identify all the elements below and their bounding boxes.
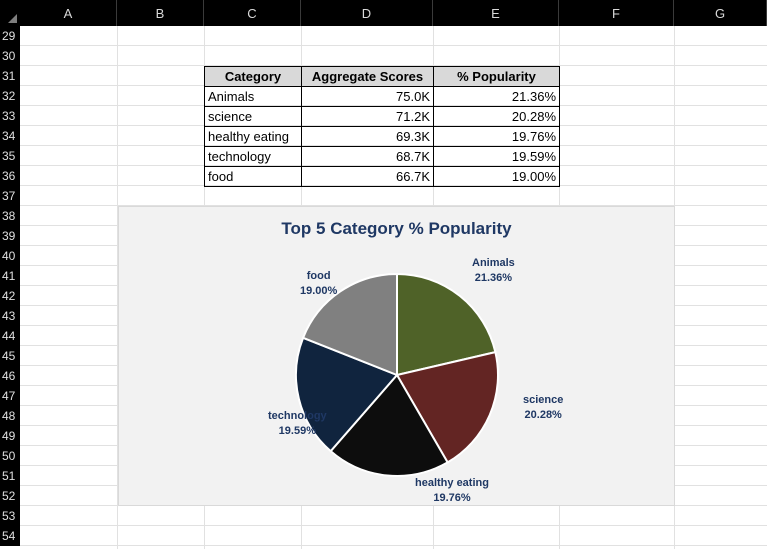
data-label-value: 20.28%: [524, 409, 562, 421]
header-category[interactable]: Category: [204, 66, 302, 87]
row-header-54[interactable]: 54: [0, 526, 20, 546]
data-label: healthy eating 19.76%: [415, 476, 489, 506]
row-gridline: [20, 125, 767, 126]
column-header-c[interactable]: C: [204, 0, 301, 26]
cell-score[interactable]: 75.0K: [301, 86, 434, 107]
row-header-53[interactable]: 53: [0, 506, 20, 526]
row-header-35[interactable]: 35: [0, 146, 20, 166]
row-header-33[interactable]: 33: [0, 106, 20, 126]
row-header-32[interactable]: 32: [0, 86, 20, 106]
cell-popularity[interactable]: 20.28%: [433, 106, 560, 127]
row-header-41[interactable]: 41: [0, 266, 20, 286]
header-aggregate-scores[interactable]: Aggregate Scores: [301, 66, 434, 87]
header-popularity[interactable]: % Popularity: [433, 66, 560, 87]
row-header-45[interactable]: 45: [0, 346, 20, 366]
pie-slice-food[interactable]: [301, 272, 398, 377]
row-header-40[interactable]: 40: [0, 246, 20, 266]
row-gridline: [20, 45, 767, 46]
pie-slice-animals[interactable]: [396, 272, 497, 377]
cell-category[interactable]: food: [204, 166, 302, 187]
row-header-48[interactable]: 48: [0, 406, 20, 426]
data-label-category: healthy eating: [415, 477, 489, 489]
cell-category[interactable]: Animals: [204, 86, 302, 107]
column-header-e[interactable]: E: [433, 0, 559, 26]
select-all-triangle-icon: [8, 14, 17, 23]
cell-score[interactable]: 69.3K: [301, 126, 434, 147]
column-header-b[interactable]: B: [117, 0, 204, 26]
cell-popularity[interactable]: 21.36%: [433, 86, 560, 107]
data-label-category: Animals: [472, 257, 515, 269]
data-label: technology 19.59%: [268, 409, 327, 439]
row-gridline: [20, 165, 767, 166]
data-label-value: 19.00%: [300, 285, 338, 297]
row-header-31[interactable]: 31: [0, 66, 20, 86]
data-label: food 19.00%: [300, 269, 337, 299]
cell-popularity[interactable]: 19.00%: [433, 166, 560, 187]
column-gridline: [117, 26, 118, 549]
pie-chart[interactable]: Top 5 Category % Popularity Animals 21.36…: [118, 206, 675, 506]
row-header-39[interactable]: 39: [0, 226, 20, 246]
row-header-51[interactable]: 51: [0, 466, 20, 486]
cell-category[interactable]: healthy eating: [204, 126, 302, 147]
column-header-d[interactable]: D: [301, 0, 433, 26]
cell-score[interactable]: 66.7K: [301, 166, 434, 187]
row-header-36[interactable]: 36: [0, 166, 20, 186]
row-header-34[interactable]: 34: [0, 126, 20, 146]
data-label-value: 21.36%: [474, 272, 513, 284]
data-label-value: 19.76%: [433, 492, 471, 504]
row-header-37[interactable]: 37: [0, 186, 20, 206]
row-header-30[interactable]: 30: [0, 46, 20, 66]
row-header-46[interactable]: 46: [0, 366, 20, 386]
row-header-49[interactable]: 49: [0, 426, 20, 446]
chart-title: Top 5 Category % Popularity: [281, 219, 512, 238]
row-gridline: [20, 105, 767, 106]
cell-score[interactable]: 71.2K: [301, 106, 434, 127]
row-gridline: [20, 205, 767, 206]
cell-category[interactable]: technology: [204, 146, 302, 167]
pie-plot-area: [295, 272, 499, 477]
row-header-29[interactable]: 29: [0, 26, 20, 46]
data-label-category: science: [523, 394, 564, 406]
column-header-g[interactable]: G: [674, 0, 767, 26]
column-header-f[interactable]: F: [559, 0, 674, 26]
select-all-corner[interactable]: [0, 0, 20, 26]
cell-popularity[interactable]: 19.76%: [433, 126, 560, 147]
data-label-value: 19.59%: [278, 425, 316, 437]
pie-slice-technology[interactable]: [295, 336, 399, 453]
pie-slice-science[interactable]: [395, 350, 499, 464]
data-label-category: food: [306, 270, 331, 282]
row-gridline: [20, 185, 767, 186]
row-header-44[interactable]: 44: [0, 326, 20, 346]
data-label: Animals 21.36%: [472, 256, 515, 286]
row-header-52[interactable]: 52: [0, 486, 20, 506]
row-gridline: [20, 145, 767, 146]
row-gridline: [20, 545, 767, 546]
cell-score[interactable]: 68.7K: [301, 146, 434, 167]
data-label-category: technology: [268, 410, 327, 422]
cell-category[interactable]: science: [204, 106, 302, 127]
row-header-43[interactable]: 43: [0, 306, 20, 326]
row-header-47[interactable]: 47: [0, 386, 20, 406]
cell-popularity[interactable]: 19.59%: [433, 146, 560, 167]
row-gridline: [20, 525, 767, 526]
row-gridline: [20, 65, 767, 66]
pie-slice-healthy-eating[interactable]: [329, 373, 449, 477]
row-header-38[interactable]: 38: [0, 206, 20, 226]
data-label: science 20.28%: [523, 393, 563, 423]
row-header-50[interactable]: 50: [0, 446, 20, 466]
column-header-a[interactable]: A: [20, 0, 117, 26]
row-header-42[interactable]: 42: [0, 286, 20, 306]
